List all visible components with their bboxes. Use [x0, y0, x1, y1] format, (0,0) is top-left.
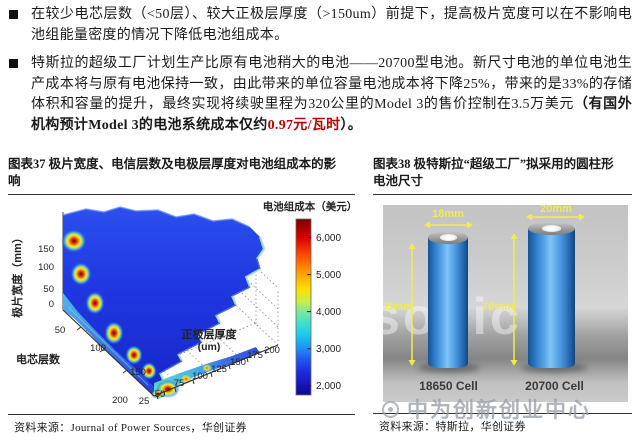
caption-rule — [373, 194, 632, 195]
battery-cell-18650 — [428, 231, 468, 371]
surface-chart-svg: 150 100 50 0 极片宽度（mm） 50 100 150 200 电芯层… — [10, 200, 357, 407]
cliff-striation — [67, 306, 149, 386]
svg-text:25: 25 — [139, 396, 150, 407]
z-axis-tick-labels: 150 100 50 0 — [38, 244, 54, 310]
bullet-item-2: 特斯拉的超级工厂计划生产比原有电池稍大的电池——20700型电池。新尺寸电池的单… — [8, 54, 632, 136]
svg-text:100: 100 — [38, 262, 54, 273]
colorbar-tick-labels: 6,000 5,000 4,000 3,000 2,000 — [316, 233, 341, 392]
bullet-list: 在较少电芯层数（<50层）、较大正极层厚度（>150um）前提下，提高极片宽度可… — [8, 5, 632, 136]
diameter-label-20700: 20mm — [540, 205, 572, 215]
bullet-square-icon — [9, 59, 18, 68]
cell-terminal — [542, 225, 561, 232]
battery-image-panel: sonic — [383, 205, 628, 402]
bullet-item-1: 在较少电芯层数（<50层）、较大正极层厚度（>150um）前提下，提高极片宽度可… — [8, 5, 632, 46]
diameter-label-18650: 18mm — [432, 208, 464, 220]
dimension-arrows — [408, 213, 585, 366]
cell-terminal — [439, 234, 457, 241]
svg-text:5,000: 5,000 — [316, 270, 341, 281]
svg-text:50: 50 — [155, 389, 166, 400]
surface-step-highlights — [62, 206, 266, 381]
colorbar-title: 电池组成本（美元） — [263, 200, 355, 213]
watermark-text: 中为创新创业中心 — [407, 399, 591, 422]
x-axis-label: 正极层厚度 — [182, 327, 238, 341]
svg-text:150: 150 — [38, 244, 54, 255]
site-watermark: 中为创新创业中心 — [382, 394, 591, 424]
cell-body — [428, 237, 468, 368]
bullet-2-paren-text: （有国外机构预计Model 3的电池系统成本仅约 — [31, 97, 633, 133]
bullet-2-red-highlight: 0.97元/瓦时 — [267, 117, 341, 133]
svg-text:100: 100 — [90, 343, 106, 354]
figure-38-source: 资料来源：特斯拉，华创证券 — [373, 413, 632, 434]
svg-text:200: 200 — [112, 395, 128, 406]
figure-37: 图表37 极片宽度、电信层数及电极层厚度对电池组成本的影响 — [8, 156, 357, 435]
svg-text:150: 150 — [230, 357, 246, 368]
surface-cliff-face — [63, 293, 154, 396]
svg-text:50: 50 — [43, 284, 54, 295]
figure-37-source: 资料来源：Journal of Power Sources，华创证券 — [8, 414, 355, 435]
y-axis-label: 电芯层数 — [16, 352, 61, 366]
bullet-2-close-text: ）。 — [340, 117, 363, 133]
height-label-18650: 65mm — [383, 301, 413, 313]
svg-text:0: 0 — [49, 299, 54, 310]
z-axis-label: 极片宽度（mm） — [10, 232, 24, 318]
cell-body — [528, 228, 575, 368]
y-axis-tick-labels: 50 100 150 200 — [55, 325, 146, 406]
cell-type-label-20700: 20700 Cell — [525, 379, 584, 393]
bottom-axes — [62, 309, 279, 397]
svg-text:125: 125 — [211, 364, 227, 375]
surface-chart: 150 100 50 0 极片宽度（mm） 50 100 150 200 电芯层… — [8, 197, 357, 413]
svg-text:175: 175 — [247, 350, 263, 361]
svg-text:3,000: 3,000 — [316, 344, 341, 355]
svg-text:2,000: 2,000 — [316, 381, 341, 392]
svg-text:75: 75 — [174, 378, 185, 389]
figure-37-caption: 图表37 极片宽度、电信层数及电极层厚度对电池组成本的影响 — [8, 157, 337, 188]
x-axis-tick-labels: 25 50 75 100 125 150 175 200 — [139, 345, 280, 407]
svg-text:50: 50 — [55, 325, 66, 336]
svg-text:6,000: 6,000 — [316, 233, 341, 244]
bullet-2-text: 特斯拉的超级工厂计划生产比原有电池稍大的电池——20700型电池。新尺寸电池的单… — [31, 56, 632, 112]
colorbar-ticks — [307, 237, 311, 387]
svg-text:4,000: 4,000 — [316, 307, 341, 318]
colorbar — [295, 218, 312, 396]
watermark-logo-icon — [382, 400, 399, 418]
figures-row: 图表37 极片宽度、电信层数及电极层厚度对电池组成本的影响 — [8, 156, 632, 436]
svg-text:200: 200 — [264, 345, 280, 356]
svg-text:100: 100 — [192, 371, 208, 382]
height-label-20700: 70mm — [482, 301, 514, 313]
battery-cell-20700 — [528, 222, 575, 372]
bullet-1-text: 在较少电芯层数（<50层）、较大正极层厚度（>150um）前提下，提高极片宽度可… — [31, 7, 632, 43]
cell-type-label-18650: 18650 Cell — [419, 379, 478, 393]
cell-shadow — [418, 363, 480, 373]
surface-hotspots — [61, 229, 212, 399]
svg-text:150: 150 — [130, 367, 146, 378]
caption-rule — [8, 194, 355, 195]
axis-ticks — [76, 326, 267, 400]
figure-38: 图表38 极特斯拉“超级工厂”拟采用的圆柱形电池尺寸 sonic — [373, 156, 632, 434]
x-axis-unit: (um) — [198, 341, 221, 353]
cell-shadow — [521, 363, 587, 373]
figure-38-caption: 图表38 极特斯拉“超级工厂”拟采用的圆柱形电池尺寸 — [373, 157, 614, 188]
bullet-square-icon — [9, 10, 18, 19]
